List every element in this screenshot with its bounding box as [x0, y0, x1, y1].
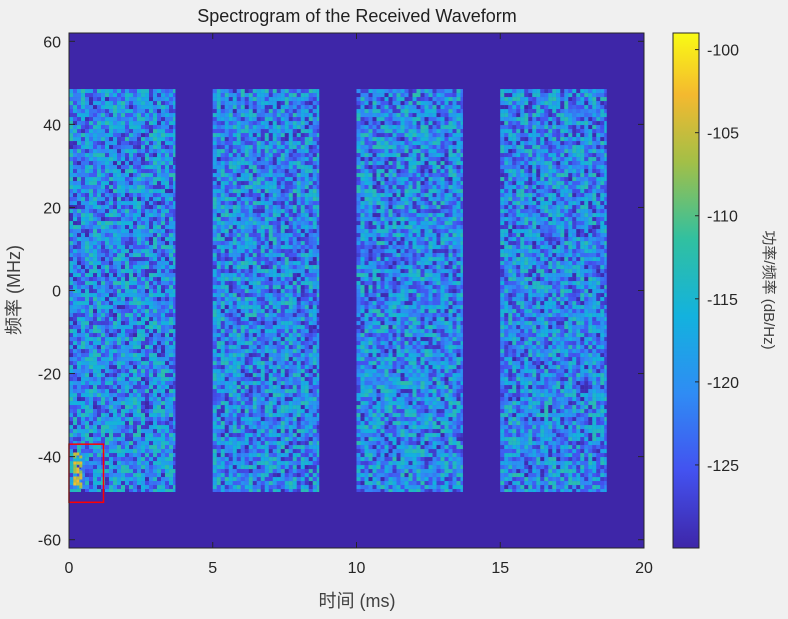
- y-tick-label: 40: [43, 117, 61, 134]
- y-tick-label: -20: [38, 367, 61, 384]
- y-tick-label: 0: [52, 284, 61, 301]
- signal-band: [69, 89, 176, 492]
- colorbar-tick-label: -115: [707, 292, 738, 309]
- x-tick-label: 0: [65, 560, 74, 577]
- colorbar-gradient: [672, 32, 700, 549]
- y-tick-label: 20: [43, 200, 61, 217]
- x-tick-label: 15: [491, 560, 509, 577]
- y-axis: 60 40 20 0 -20 -40 -60: [38, 34, 644, 550]
- plot-area: [68, 32, 645, 549]
- y-tick-label: -60: [38, 533, 61, 550]
- colorbar-tick-label: -100: [707, 43, 739, 60]
- colorbar-tick-label: -125: [707, 458, 739, 475]
- colorbar-tick-label: -120: [707, 375, 739, 392]
- x-tick-label: 10: [348, 560, 366, 577]
- colorbar-tick-label: -105: [707, 126, 739, 143]
- colorbar-tick-label: -110: [707, 209, 738, 226]
- signal-band: [212, 89, 320, 492]
- y-tick-label: 60: [43, 34, 61, 51]
- x-tick-label: 20: [635, 560, 653, 577]
- y-axis-label: 频率 (MHz): [4, 245, 24, 335]
- colorbar: -100 -105 -110 -115 -120 -125: [672, 32, 739, 549]
- signal-band: [500, 89, 607, 492]
- x-tick-label: 5: [208, 560, 217, 577]
- y-tick-label: -40: [38, 450, 61, 467]
- colorbar-label: 功率/频率 (dB/Hz): [760, 230, 777, 349]
- chart-title: Spectrogram of the Received Waveform: [197, 6, 516, 26]
- x-axis-label: 时间 (ms): [319, 591, 396, 611]
- signal-band: [356, 89, 463, 492]
- x-axis: 0 5 10 15 20: [65, 33, 653, 577]
